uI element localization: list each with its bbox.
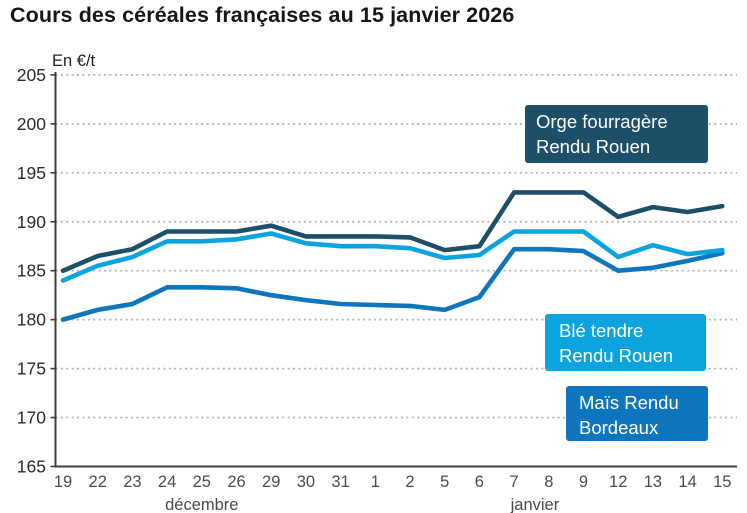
y-tick-label-190: 190 [17,212,46,232]
x-tick-label-29: 29 [262,473,280,491]
y-tick-label-195: 195 [17,163,46,183]
month-label-décembre: décembre [165,496,238,513]
month-label-janvier: janvier [510,496,560,513]
legend-orge-line1: Orge fourragère [536,111,668,132]
x-tick-label-19: 19 [54,473,72,491]
y-tick-label-180: 180 [17,310,46,330]
x-tick-label-24: 24 [158,473,176,491]
y-tick-label-175: 175 [17,359,46,379]
x-tick-label-6: 6 [475,473,484,491]
y-tick-label-205: 205 [17,65,46,85]
x-tick-label-31: 31 [331,473,349,491]
legend-ble-tendre: Blé tendre Rendu Rouen [545,314,706,371]
x-tick-label-26: 26 [227,473,245,491]
axis-lines [54,72,737,468]
legend-mais: Maïs Rendu Bordeaux [566,386,708,441]
y-tick-label-165: 165 [17,457,46,477]
series-line-orge-fourrag-re-rendu-rouen [60,190,725,274]
series-line-bl-tendre-rendu-rouen [60,229,725,283]
x-tick-label-23: 23 [123,473,141,491]
x-tick-label-2: 2 [405,473,414,491]
x-tick-label-25: 25 [193,473,211,491]
legend-orge-fourragere: Orge fourragère Rendu Rouen [525,105,708,163]
legend-ble-line2: Rendu Rouen [559,345,674,366]
chart-title: Cours des céréales françaises au 15 janv… [10,3,515,27]
x-tick-label-22: 22 [89,473,107,491]
x-tick-label-30: 30 [297,473,315,491]
y-tick-label-170: 170 [17,408,46,428]
x-tick-label-5: 5 [440,473,449,491]
legend-ble-line1: Blé tendre [559,320,644,341]
legend-mais-line2: Bordeaux [579,417,659,438]
x-tick-label-15: 15 [713,473,731,491]
x-tick-label-1: 1 [371,473,380,491]
series-line-ma-s-rendu-bordeaux [60,246,725,322]
y-tick-label-185: 185 [17,261,46,281]
x-tick-label-8: 8 [544,473,553,491]
y-tick-label-200: 200 [17,114,46,134]
x-tick-label-9: 9 [579,473,588,491]
y-axis-unit-label: En €/t [52,52,96,70]
x-tick-label-14: 14 [678,473,696,491]
legend-orge-line2: Rendu Rouen [536,136,651,157]
x-tick-label-13: 13 [644,473,662,491]
x-tick-label-7: 7 [510,473,519,491]
x-tick-label-12: 12 [609,473,627,491]
legend-mais-line1: Maïs Rendu [579,392,679,413]
